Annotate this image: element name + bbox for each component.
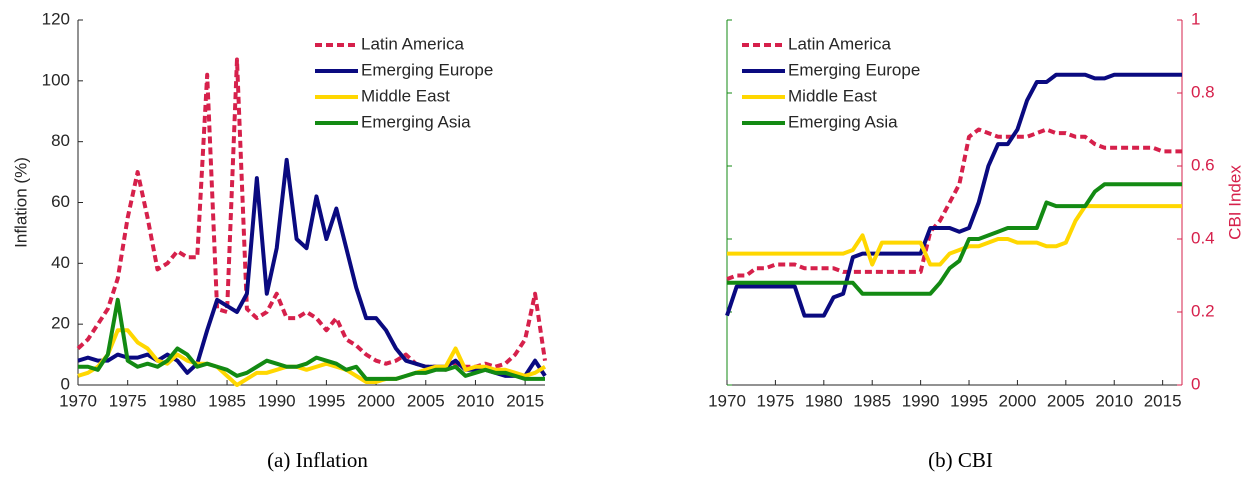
legend-label: Latin America	[788, 34, 892, 53]
x-tick-label: 1985	[208, 391, 246, 410]
y-tick-label: 0.4	[1191, 228, 1215, 247]
series-line	[727, 204, 1182, 267]
y-axis-label: CBI Index	[1225, 165, 1244, 240]
y-tick-label: 20	[51, 314, 70, 333]
series-line	[725, 72, 1182, 318]
x-tick-label: 1985	[853, 391, 891, 410]
y-tick-label: 0.8	[1191, 82, 1215, 101]
x-tick-label: 1990	[902, 391, 940, 410]
series-line	[727, 182, 1182, 296]
legend-label: Emerging Europe	[788, 60, 920, 79]
x-tick-label: 1995	[307, 391, 345, 410]
caption: (a) Inflation	[267, 448, 368, 472]
series-line	[77, 157, 547, 378]
caption: (b) CBI	[928, 448, 993, 472]
x-tick-label: 1970	[708, 391, 746, 410]
x-tick-label: 1975	[109, 391, 147, 410]
x-tick-label: 2000	[999, 391, 1037, 410]
legend-label: Emerging Asia	[361, 112, 471, 131]
x-tick-label: 2000	[357, 391, 395, 410]
legend-label: Latin America	[361, 34, 465, 53]
x-tick-label: 2005	[1047, 391, 1085, 410]
y-tick-label: 0	[1191, 374, 1200, 393]
legend-label: Emerging Asia	[788, 112, 898, 131]
x-tick-label: 1990	[258, 391, 296, 410]
y-tick-label: 60	[51, 192, 70, 211]
series-line	[78, 297, 545, 381]
x-tick-label: 2010	[1095, 391, 1133, 410]
y-tick-label: 0.2	[1191, 301, 1215, 320]
x-tick-label: 2015	[1144, 391, 1182, 410]
x-tick-label: 1995	[950, 391, 988, 410]
y-axis-label: Inflation (%)	[11, 157, 30, 248]
y-tick-label: 1	[1191, 9, 1200, 28]
y-tick-label: 0.6	[1191, 155, 1215, 174]
x-tick-label: 2005	[407, 391, 445, 410]
legend-label: Emerging Europe	[361, 60, 493, 79]
x-tick-label: 1970	[59, 391, 97, 410]
legend-label: Middle East	[788, 86, 877, 105]
series-line	[77, 328, 547, 387]
series-line	[726, 127, 1182, 282]
x-tick-label: 1980	[158, 391, 196, 410]
x-tick-label: 2015	[506, 391, 544, 410]
series-line	[76, 57, 547, 372]
x-tick-label: 1980	[805, 391, 843, 410]
y-tick-label: 0	[61, 374, 70, 393]
x-tick-label: 1975	[756, 391, 794, 410]
y-tick-label: 40	[51, 253, 70, 272]
x-tick-label: 2010	[457, 391, 495, 410]
legend-label: Middle East	[361, 86, 450, 105]
y-tick-label: 100	[42, 70, 70, 89]
y-tick-label: 80	[51, 131, 70, 150]
y-tick-label: 120	[42, 9, 70, 28]
